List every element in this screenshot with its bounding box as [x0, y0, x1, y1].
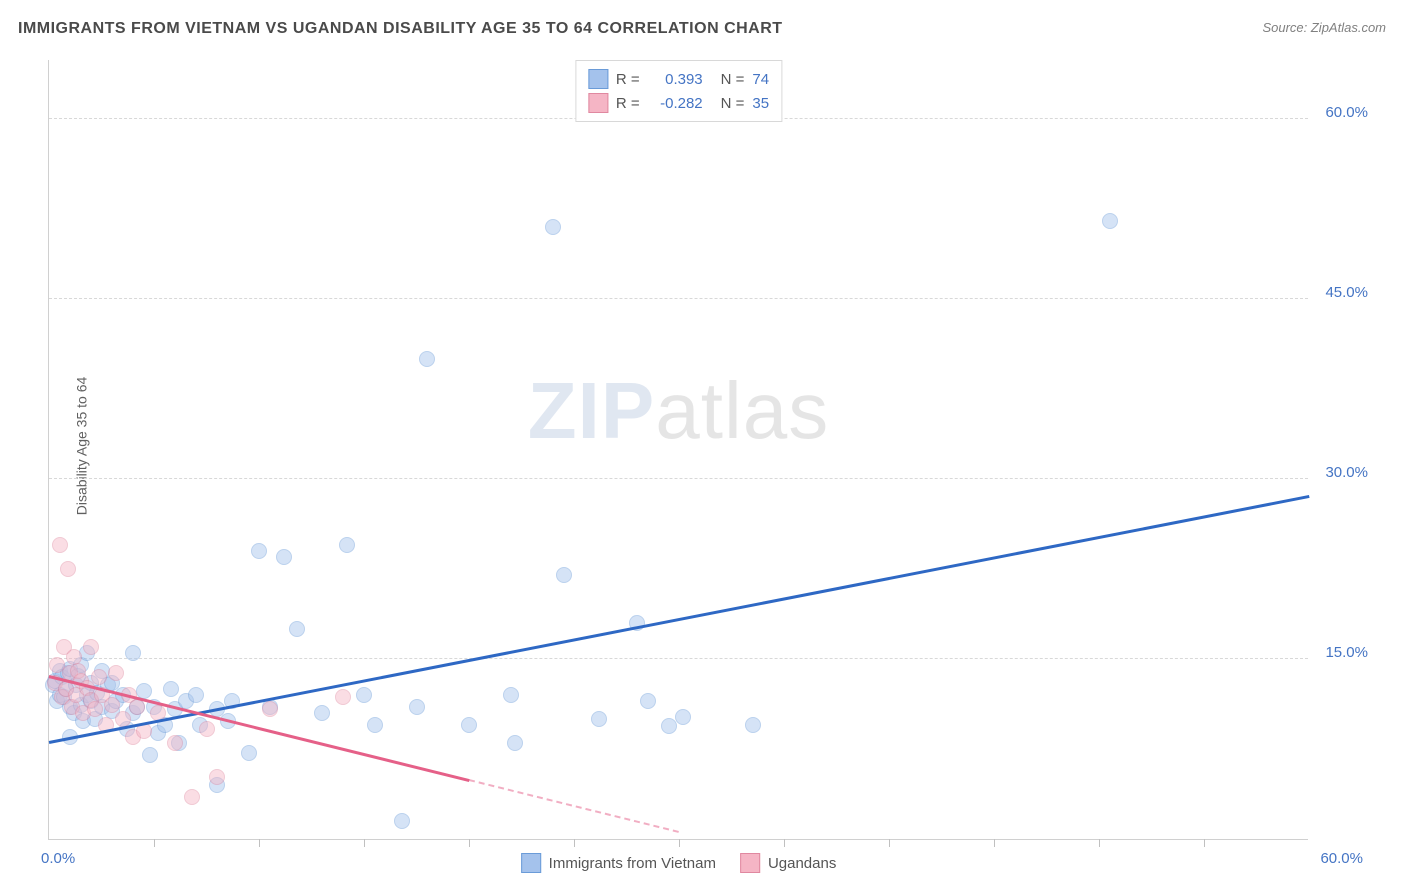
x-tick-mark: [574, 839, 575, 847]
x-tick-mark: [154, 839, 155, 847]
data-point: [461, 717, 477, 733]
legend-r-value: 0.393: [648, 71, 703, 88]
data-point: [251, 543, 267, 559]
data-point: [507, 735, 523, 751]
data-point: [83, 639, 99, 655]
correlation-legend: R = 0.393 N = 74 R = -0.282 N = 35: [575, 60, 782, 122]
data-point: [661, 718, 677, 734]
y-tick-label: 60.0%: [1325, 104, 1368, 121]
data-point: [356, 687, 372, 703]
legend-row: R = 0.393 N = 74: [588, 67, 769, 91]
legend-n-value: 74: [752, 71, 769, 88]
y-tick-label: 15.0%: [1325, 644, 1368, 661]
data-point: [1102, 213, 1118, 229]
legend-n-value: 35: [752, 95, 769, 112]
grid-line: [49, 658, 1308, 659]
data-point: [367, 717, 383, 733]
legend-r-label: R =: [616, 95, 640, 112]
trend-line: [49, 495, 1309, 743]
data-point: [675, 709, 691, 725]
x-tick-mark: [784, 839, 785, 847]
data-point: [104, 697, 120, 713]
legend-swatch: [588, 93, 608, 113]
data-point: [142, 747, 158, 763]
watermark-atlas: atlas: [655, 366, 829, 455]
data-point: [591, 711, 607, 727]
legend-row: R = -0.282 N = 35: [588, 91, 769, 115]
legend-n-label: N =: [721, 95, 745, 112]
data-point: [91, 669, 107, 685]
legend-n-label: N =: [721, 71, 745, 88]
data-point: [108, 665, 124, 681]
data-point: [289, 621, 305, 637]
data-point: [419, 351, 435, 367]
source-label: Source: ZipAtlas.com: [1262, 20, 1386, 35]
legend-bottom-item: Ugandans: [740, 853, 836, 873]
data-point: [745, 717, 761, 733]
x-max-label: 60.0%: [1320, 850, 1363, 867]
data-point: [545, 219, 561, 235]
watermark-zip: ZIP: [528, 366, 655, 455]
data-point: [503, 687, 519, 703]
series-legend: Immigrants from Vietnam Ugandans: [521, 853, 837, 873]
legend-bottom-item: Immigrants from Vietnam: [521, 853, 716, 873]
x-tick-mark: [889, 839, 890, 847]
data-point: [556, 567, 572, 583]
legend-swatch: [588, 69, 608, 89]
data-point: [129, 699, 145, 715]
data-point: [188, 687, 204, 703]
data-point: [409, 699, 425, 715]
data-point: [394, 813, 410, 829]
data-point: [125, 645, 141, 661]
x-tick-mark: [1099, 839, 1100, 847]
data-point: [60, 561, 76, 577]
data-point: [209, 769, 225, 785]
data-point: [52, 537, 68, 553]
grid-line: [49, 298, 1308, 299]
data-point: [199, 721, 215, 737]
data-point: [276, 549, 292, 565]
data-point: [241, 745, 257, 761]
legend-series-name: Immigrants from Vietnam: [549, 855, 716, 872]
data-point: [87, 701, 103, 717]
legend-series-name: Ugandans: [768, 855, 836, 872]
grid-line: [49, 478, 1308, 479]
x-tick-mark: [364, 839, 365, 847]
data-point: [184, 789, 200, 805]
data-point: [335, 689, 351, 705]
data-point: [163, 681, 179, 697]
watermark: ZIPatlas: [528, 365, 829, 457]
data-point: [262, 701, 278, 717]
x-tick-mark: [259, 839, 260, 847]
y-tick-label: 30.0%: [1325, 464, 1368, 481]
legend-r-label: R =: [616, 71, 640, 88]
legend-r-value: -0.282: [648, 95, 703, 112]
data-point: [167, 735, 183, 751]
legend-swatch: [740, 853, 760, 873]
chart-title: IMMIGRANTS FROM VIETNAM VS UGANDAN DISAB…: [18, 20, 783, 38]
plot-area: ZIPatlas R =0.393N =74R =-0.282N =35 Imm…: [48, 60, 1308, 840]
x-tick-mark: [1204, 839, 1205, 847]
trend-line: [469, 779, 679, 833]
y-tick-label: 45.0%: [1325, 284, 1368, 301]
data-point: [640, 693, 656, 709]
data-point: [314, 705, 330, 721]
x-tick-mark: [679, 839, 680, 847]
x-tick-mark: [469, 839, 470, 847]
x-tick-mark: [994, 839, 995, 847]
data-point: [339, 537, 355, 553]
x-origin-label: 0.0%: [41, 850, 75, 867]
legend-swatch: [521, 853, 541, 873]
